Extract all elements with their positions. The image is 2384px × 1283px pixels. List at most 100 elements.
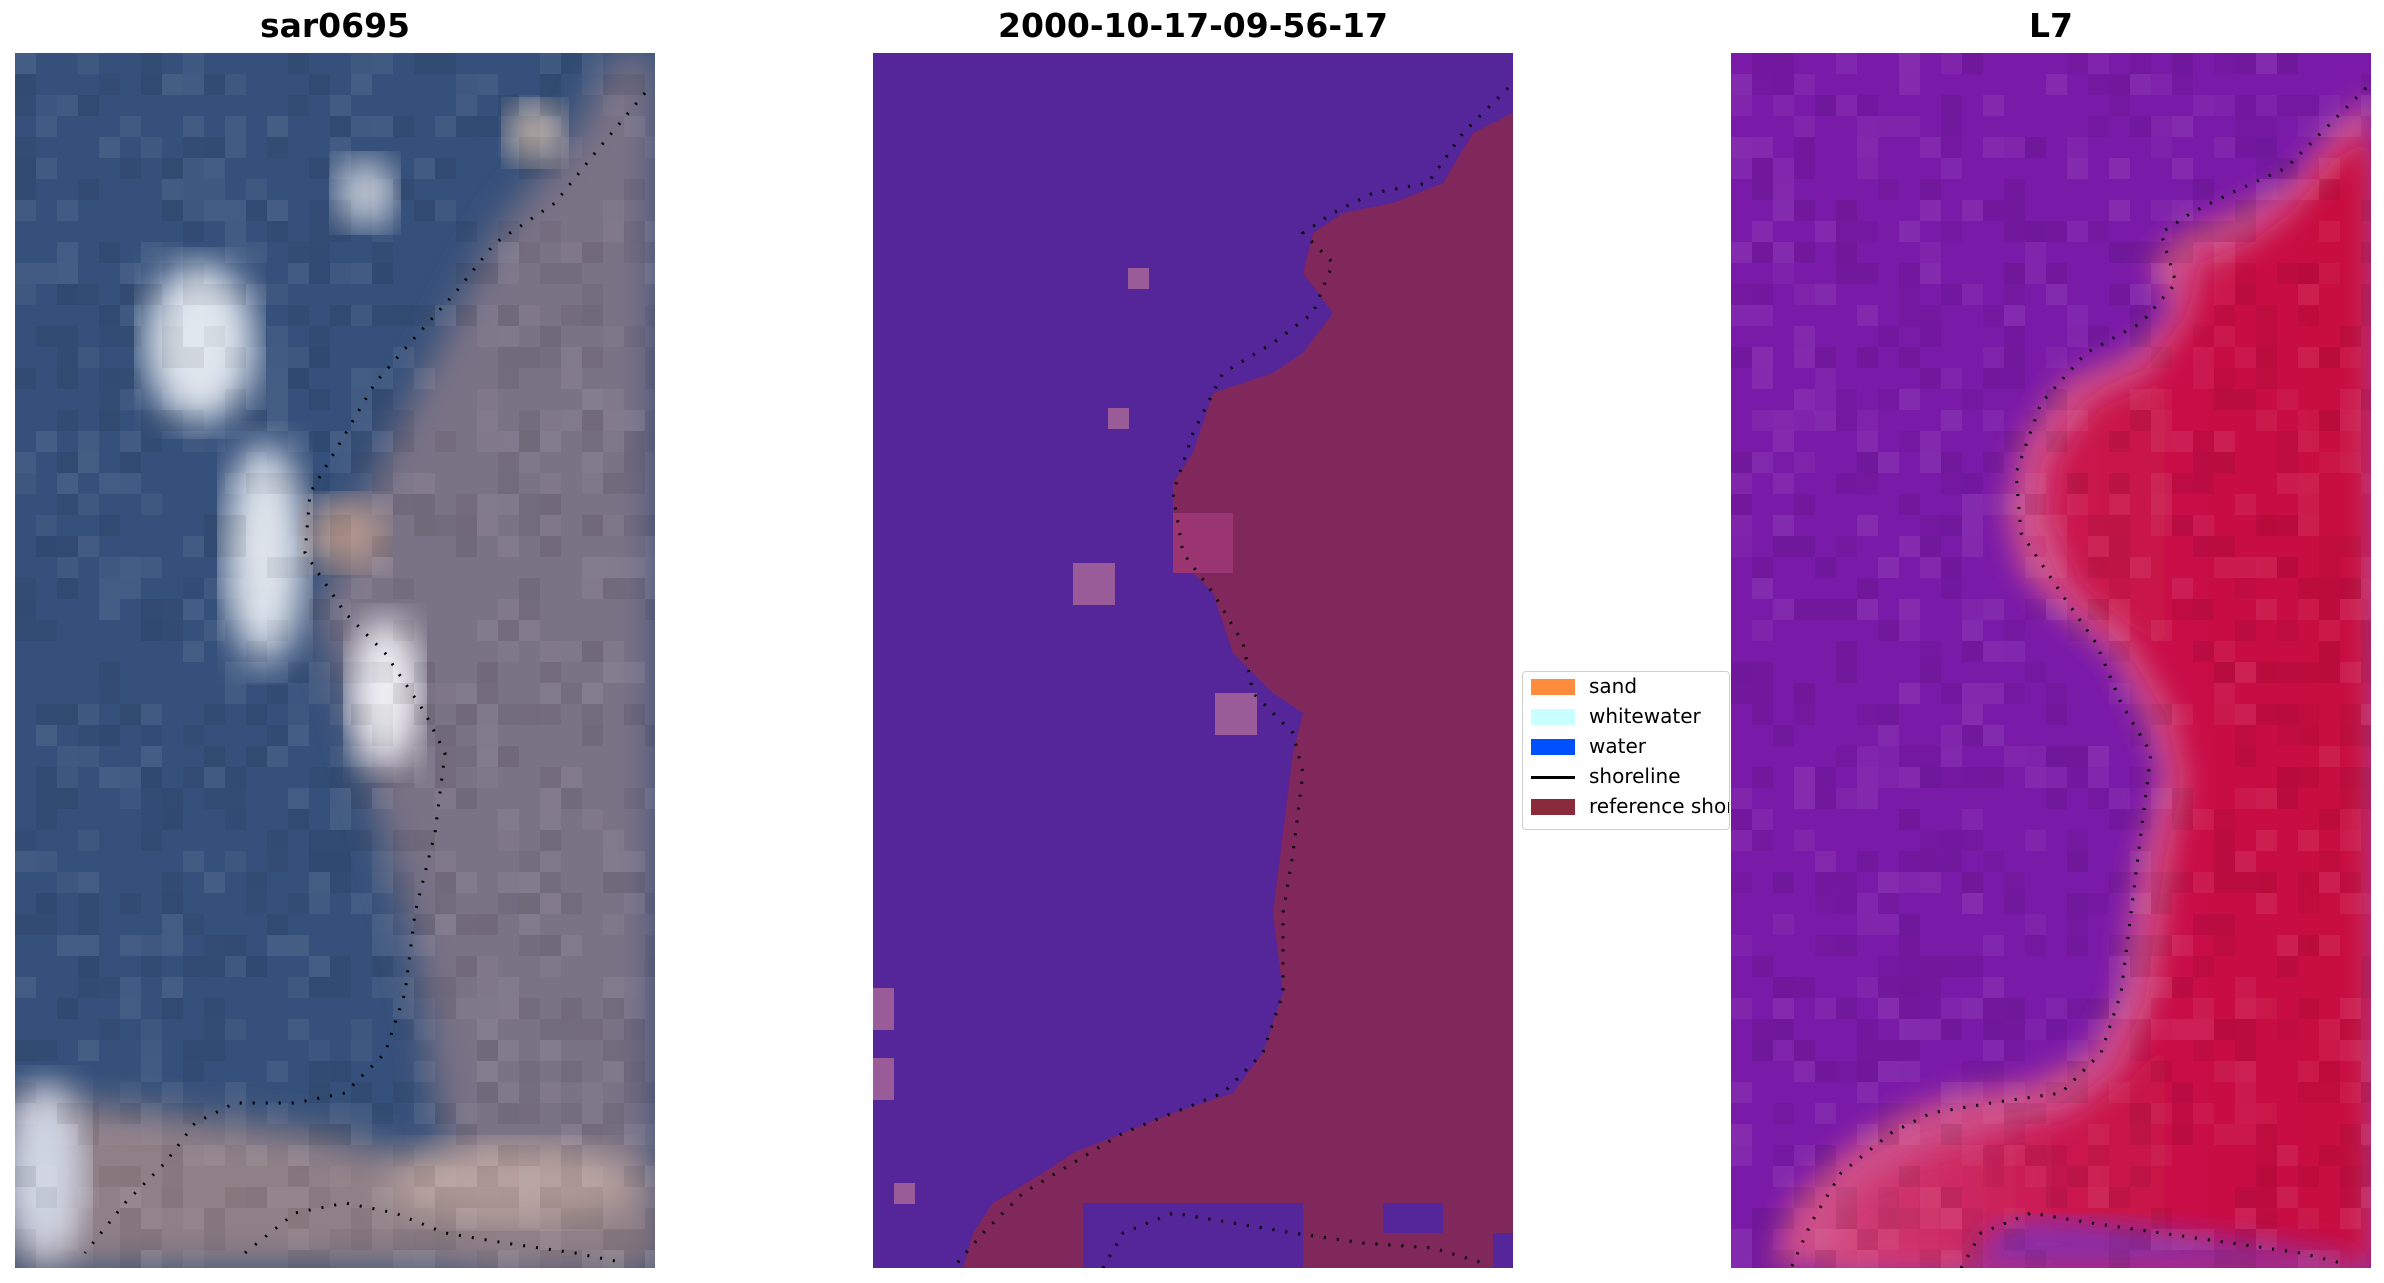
pixel-cell: [162, 158, 183, 179]
pixel-cell: [2109, 284, 2130, 305]
pixel-cell: [2172, 578, 2193, 599]
pixel-cell: [540, 662, 561, 683]
pixel-cell: [582, 1250, 603, 1268]
pixel-cell: [2004, 137, 2025, 158]
pixel-cell: [162, 809, 183, 830]
pixel-cell: [1815, 935, 1836, 956]
pixel-cell: [477, 1250, 498, 1268]
pixel-cell: [1815, 557, 1836, 578]
pixel-cell: [2067, 305, 2088, 326]
pixel-cell: [141, 53, 162, 74]
pixel-cell: [1731, 473, 1752, 494]
pixel-cell: [1920, 746, 1941, 767]
pixel-cell: [2151, 1103, 2172, 1124]
pixel-cell: [2004, 893, 2025, 914]
pixel-cell: [414, 1250, 435, 1268]
pixel-cell: [645, 1208, 655, 1229]
pixel-cell: [330, 851, 351, 872]
pixel-cell: [246, 179, 267, 200]
pixel-cell: [2004, 179, 2025, 200]
pixel-cell: [2172, 599, 2193, 620]
pixel-cell: [2319, 263, 2340, 284]
pixel-cell: [15, 1229, 36, 1250]
pixel-cell: [57, 746, 78, 767]
pixel-cell: [2340, 704, 2361, 725]
pixel-cell: [2361, 74, 2371, 95]
pixel-cell: [372, 956, 393, 977]
pixel-cell: [78, 536, 99, 557]
pixel-cell: [330, 1229, 351, 1250]
pixel-cell: [1899, 263, 1920, 284]
pixel-cell: [2340, 998, 2361, 1019]
pixel-cell: [624, 788, 645, 809]
pixel-cell: [2004, 263, 2025, 284]
pixel-cell: [519, 515, 540, 536]
pixel-cell: [1899, 1019, 1920, 1040]
pixel-cell: [57, 326, 78, 347]
pixel-cell: [498, 1040, 519, 1061]
pixel-cell: [267, 1103, 288, 1124]
pixel-cell: [309, 893, 330, 914]
beach-area: [15, 1093, 655, 1268]
pixel-cell: [1857, 746, 1878, 767]
pixel-cell: [1794, 599, 1815, 620]
pixel-cell: [162, 179, 183, 200]
pixel-cell: [330, 1166, 351, 1187]
pixel-cell: [2235, 1019, 2256, 1040]
pixel-cell: [36, 725, 57, 746]
pixel-cell: [1941, 1103, 1962, 1124]
pixel-cell: [456, 704, 477, 725]
pixel-cell: [2340, 1082, 2361, 1103]
pixel-cell: [1773, 473, 1794, 494]
pixel-cell: [141, 410, 162, 431]
pixel-cell: [2256, 53, 2277, 74]
pixel-cell: [2319, 662, 2340, 683]
pixel-cell: [603, 431, 624, 452]
pixel-cell: [603, 641, 624, 662]
pixel-cell: [1836, 53, 1857, 74]
pixel-cell: [1920, 452, 1941, 473]
pixel-cell: [1878, 326, 1899, 347]
pixel-cell: [372, 263, 393, 284]
pixel-cell: [246, 410, 267, 431]
pixel-cell: [1962, 389, 1983, 410]
pixel-cell: [2109, 431, 2130, 452]
pixel-cell: [267, 473, 288, 494]
pixel-cell: [2361, 1040, 2371, 1061]
whitewater-patch: [145, 263, 255, 423]
pixel-cell: [372, 704, 393, 725]
pixel-cell: [1752, 1019, 1773, 1040]
pixel-cell: [519, 1082, 540, 1103]
pixel-cell: [2067, 494, 2088, 515]
pixel-cell: [624, 1250, 645, 1268]
pixel-cell: [99, 578, 120, 599]
pixel-cell: [36, 1040, 57, 1061]
pixel-cell: [1983, 305, 2004, 326]
pixel-cell: [519, 158, 540, 179]
pixel-cell: [2130, 305, 2151, 326]
pixel-cell: [1752, 1250, 1773, 1268]
pixel-cell: [2256, 116, 2277, 137]
pixel-cell: [1983, 200, 2004, 221]
pixel-cell: [57, 473, 78, 494]
pixel-cell: [1983, 1145, 2004, 1166]
pixel-cell: [1815, 1103, 1836, 1124]
pixel-cell: [204, 704, 225, 725]
pixel-cell: [519, 1103, 540, 1124]
pixel-cell: [351, 893, 372, 914]
pixel-cell: [2214, 830, 2235, 851]
pixel-cell: [204, 956, 225, 977]
pixel-cell: [1857, 1124, 1878, 1145]
pixel-cell: [141, 1124, 162, 1145]
pixel-cell: [204, 158, 225, 179]
pixel-cell: [624, 872, 645, 893]
pixel-cell: [540, 53, 561, 74]
pixel-cell: [2361, 662, 2371, 683]
pixel-cell: [1794, 683, 1815, 704]
pixel-cell: [2172, 74, 2193, 95]
pixel-cell: [498, 326, 519, 347]
pixel-cell: [1920, 1019, 1941, 1040]
pixel-cell: [15, 284, 36, 305]
pixel-cell: [2004, 1208, 2025, 1229]
pixel-cell: [2193, 347, 2214, 368]
